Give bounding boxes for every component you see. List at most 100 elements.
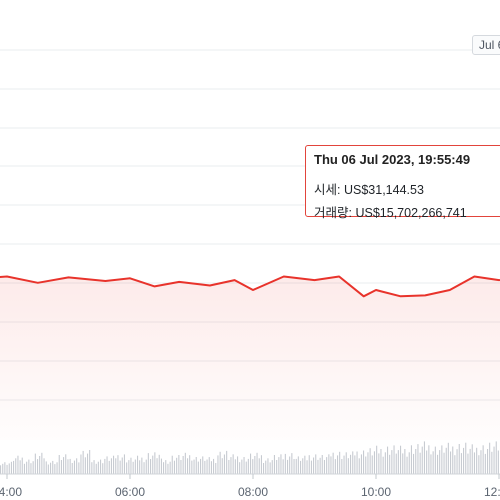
volume-bar xyxy=(230,457,232,474)
x-tick-label: 12:00 xyxy=(484,485,500,499)
volume-bar xyxy=(369,448,371,474)
volume-bar xyxy=(337,455,339,474)
volume-bar xyxy=(45,461,47,474)
volume-bar xyxy=(406,456,408,474)
volume-bar xyxy=(300,460,302,474)
volume-bar xyxy=(169,461,171,474)
volume-bar xyxy=(178,455,180,474)
tooltip-date: Thu 06 Jul 2023, 19:55:49 xyxy=(314,152,471,167)
volume-bar xyxy=(358,458,360,474)
volume-bar xyxy=(104,458,106,474)
volume-bar xyxy=(363,450,365,474)
volume-bar xyxy=(254,456,256,474)
volume-bar xyxy=(491,451,493,474)
volume-bar xyxy=(417,444,419,474)
volume-bar xyxy=(245,461,247,475)
volume-bar xyxy=(160,458,162,474)
volume-bar xyxy=(232,454,234,474)
volume-bar xyxy=(106,456,108,474)
volume-bar xyxy=(143,462,145,474)
x-axis-ticks: 04:0006:0008:0010:0012:0014:0016:0018:00… xyxy=(0,474,500,499)
volume-bar xyxy=(154,452,156,474)
volume-bar xyxy=(189,455,191,474)
volume-bar xyxy=(376,445,378,474)
volume-bar xyxy=(223,454,225,474)
volume-bar xyxy=(395,453,397,474)
volume-bar xyxy=(430,454,432,474)
volume-bar xyxy=(145,459,147,474)
volume-bar xyxy=(97,461,99,474)
volume-bar xyxy=(163,462,165,474)
date-range-badge[interactable]: Jul 6 xyxy=(472,35,500,55)
volume-bar xyxy=(456,449,458,474)
volume-bar xyxy=(437,454,439,474)
price-line[interactable] xyxy=(0,131,500,298)
volume-bar xyxy=(441,445,443,474)
volume-bar xyxy=(130,457,132,474)
volume-bar xyxy=(84,457,86,474)
volume-bar xyxy=(267,458,269,474)
volume-bar xyxy=(228,460,230,474)
volume-bar xyxy=(323,460,325,474)
volume-bar xyxy=(493,446,495,474)
volume-bar xyxy=(402,453,404,474)
volume-bar xyxy=(478,455,480,474)
volume-bar xyxy=(56,462,58,474)
volume-bar xyxy=(495,441,497,474)
volume-bar xyxy=(393,445,395,474)
volume-bar xyxy=(291,453,293,474)
volume-bar xyxy=(378,453,380,474)
volume-bar xyxy=(82,450,84,474)
volume-bar xyxy=(460,453,462,474)
volume-bar xyxy=(76,458,78,474)
volume-bar xyxy=(252,459,254,474)
volume-bar xyxy=(210,461,212,474)
volume-bar xyxy=(450,451,452,474)
volume-bar xyxy=(341,459,343,474)
volume-bar xyxy=(219,451,221,474)
volume-bar xyxy=(39,456,41,474)
volume-bars xyxy=(0,441,499,475)
volume-bar xyxy=(345,452,347,474)
volume-bar xyxy=(215,463,217,474)
volume-bar xyxy=(241,459,243,474)
volume-bar xyxy=(91,462,93,474)
volume-bar xyxy=(356,451,358,474)
volume-bar xyxy=(147,453,149,474)
volume-bar xyxy=(473,452,475,474)
volume-bar xyxy=(247,458,249,474)
tooltip-price-label: 시세: xyxy=(314,183,341,197)
volume-bar xyxy=(384,452,386,474)
volume-bar xyxy=(152,455,154,474)
volume-bar xyxy=(58,455,60,474)
volume-bar xyxy=(397,450,399,474)
volume-bar xyxy=(480,450,482,474)
volume-bar xyxy=(278,457,280,474)
volume-bar xyxy=(371,455,373,474)
volume-bar xyxy=(284,453,286,474)
volume-bar xyxy=(137,455,139,474)
volume-bar xyxy=(439,450,441,474)
volume-bar xyxy=(471,444,473,474)
volume-bar xyxy=(47,464,49,474)
volume-bar xyxy=(250,453,252,474)
volume-bar xyxy=(197,461,199,475)
tooltip-volume-value: US$15,702,266,741 xyxy=(355,206,467,220)
volume-bar xyxy=(23,463,25,474)
volume-bar xyxy=(334,459,336,474)
volume-bar xyxy=(328,454,330,474)
volume-bar xyxy=(447,442,449,474)
volume-bar xyxy=(115,458,117,474)
volume-bar xyxy=(73,460,75,474)
volume-bar xyxy=(410,445,412,474)
volume-bar xyxy=(271,460,273,474)
volume-bar xyxy=(315,454,317,474)
volume-bar xyxy=(119,460,121,474)
volume-bar xyxy=(352,451,354,474)
volume-bar xyxy=(415,449,417,474)
tooltip-volume-row: 거래량: US$15,702,266,741 xyxy=(314,202,500,221)
volume-bar xyxy=(139,460,141,475)
volume-bar xyxy=(445,447,447,474)
volume-bar xyxy=(180,460,182,474)
volume-bar xyxy=(34,453,36,474)
